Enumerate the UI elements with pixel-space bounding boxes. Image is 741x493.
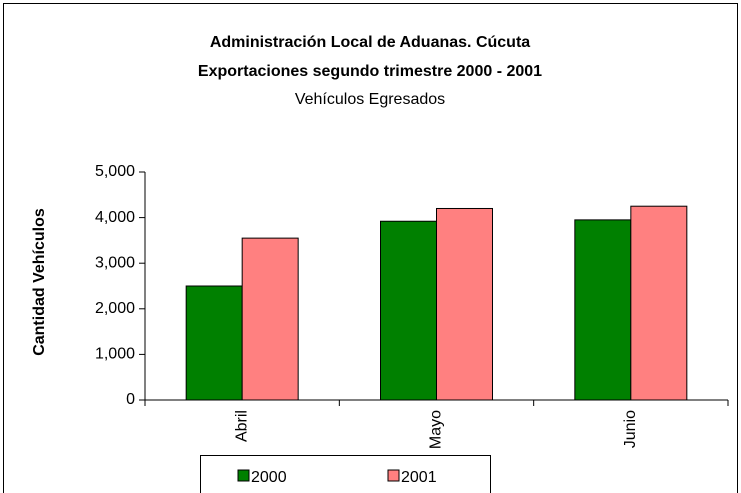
y-axis-label: Cantidad Vehículos: [31, 208, 48, 356]
chart-subtitle: Vehículos Egresados: [295, 91, 445, 108]
bar: [630, 205, 688, 401]
y-tick-label: 2,000: [95, 300, 135, 317]
y-tick-label: 0: [126, 391, 135, 408]
chart-title: Exportaciones segundo trimestre 2000 - 2…: [198, 63, 542, 80]
y-tick-label: 1,000: [95, 346, 135, 363]
bar: [380, 220, 437, 401]
y-tick-label: 5,000: [95, 163, 135, 180]
legend-label: 2001: [401, 469, 437, 486]
bar: [574, 219, 632, 401]
bar: [436, 207, 493, 401]
x-tick-label: Mayo: [428, 410, 445, 449]
legend-swatch: [237, 469, 250, 482]
chart-title: Administración Local de Aduanas. Cúcuta: [210, 34, 530, 51]
bar: [185, 285, 243, 401]
x-tick-label: Junio: [622, 410, 639, 448]
y-tick-label: 3,000: [95, 254, 135, 271]
legend-label: 2000: [251, 469, 287, 486]
x-tick-label: Abril: [233, 410, 250, 442]
bar: [241, 237, 299, 401]
legend-swatch: [387, 469, 400, 482]
y-tick-label: 4,000: [95, 209, 135, 226]
